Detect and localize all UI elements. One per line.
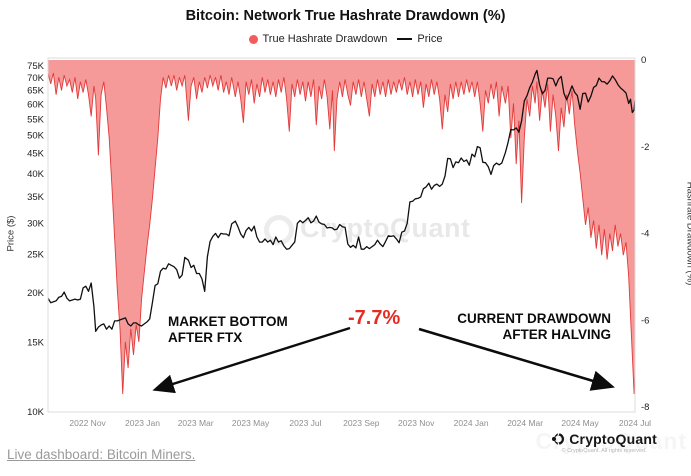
live-dashboard-link[interactable]: Live dashboard: Bitcoin Miners. (7, 447, 196, 462)
drawdown-tick-label: 0 (641, 55, 646, 66)
price-tick-label: 35K (27, 192, 45, 203)
price-tick-label: 75K (27, 61, 45, 72)
price-tick-label: 45K (27, 149, 45, 160)
cryptoquant-logo-icon (552, 433, 565, 445)
drawdown-tick-label: -8 (641, 402, 649, 413)
price-tick-label: 20K (27, 288, 45, 299)
right-axis-title: Hashrate Drawdown (%) (684, 181, 691, 286)
x-tick-label: 2024 Jan (454, 418, 489, 428)
price-tick-label: 70K (27, 73, 45, 84)
legend-item-drawdown: True Hashrate Drawdown (248, 33, 388, 45)
price-tick-label: 10K (27, 407, 45, 418)
drawdown-area (48, 60, 635, 394)
price-tick-label: 60K (27, 99, 45, 110)
x-tick-label: 2024 Jul (619, 418, 651, 428)
price-tick-label: 30K (27, 218, 45, 229)
annotation-market-bottom: MARKET BOTTOM AFTER FTX (168, 314, 288, 345)
annotation-drawdown-pct: -7.7% (348, 307, 401, 329)
annotation-current-drawdown: CURRENT DRAWDOWN AFTER HALVING (457, 311, 611, 342)
x-tick-label: 2022 Nov (69, 418, 106, 428)
price-tick-label: 25K (27, 250, 45, 261)
legend: True Hashrate Drawdown Price (0, 33, 691, 45)
legend-label-price: Price (417, 33, 443, 45)
x-tick-label: 2023 Mar (178, 418, 214, 428)
drawdown-tick-label: -6 (641, 315, 649, 326)
arrow-to-ftx-bottom (152, 326, 351, 394)
x-tick-label: 2023 Jul (289, 418, 321, 428)
x-tick-label: 2023 May (232, 418, 270, 428)
plot-border (47, 57, 636, 413)
drawdown-edge-line (47, 72, 636, 395)
price-line (47, 69, 636, 332)
x-tick-label: 2023 Jan (125, 418, 160, 428)
x-tick-label: 2024 Mar (507, 418, 543, 428)
left-axis-title: Price ($) (5, 215, 17, 252)
price-tick-label: 65K (27, 86, 45, 97)
x-tick-label: 2023 Nov (398, 418, 435, 428)
watermark: CryptoQuant (264, 213, 471, 245)
watermark-ghost: CryptoQuant (535, 428, 687, 454)
cryptoquant-logo-text: CryptoQuant (569, 431, 657, 447)
price-tick-label: 55K (27, 114, 45, 125)
price-tick-label: 40K (27, 169, 45, 180)
drawdown-tick-label: -2 (641, 142, 649, 153)
cryptoquant-branding: CryptoQuant © CryptoQuant. All rights re… (551, 431, 657, 454)
x-tick-label: 2023 Sep (343, 418, 380, 428)
legend-item-price: Price (397, 33, 442, 45)
arrow-to-current-drawdown (418, 327, 615, 391)
x-tick-label: 2024 May (561, 418, 599, 428)
price-tick-label: 50K (27, 131, 45, 142)
copyright-text: © CryptoQuant. All rights reserved. (561, 448, 647, 454)
legend-label-drawdown: True Hashrate Drawdown (262, 33, 388, 45)
chart-title: Bitcoin: Network True Hashrate Drawdown … (185, 8, 506, 24)
red-dot-icon (248, 34, 258, 44)
line-marker-icon (397, 38, 413, 40)
price-tick-label: 15K (27, 337, 45, 348)
drawdown-tick-label: -4 (641, 229, 649, 240)
